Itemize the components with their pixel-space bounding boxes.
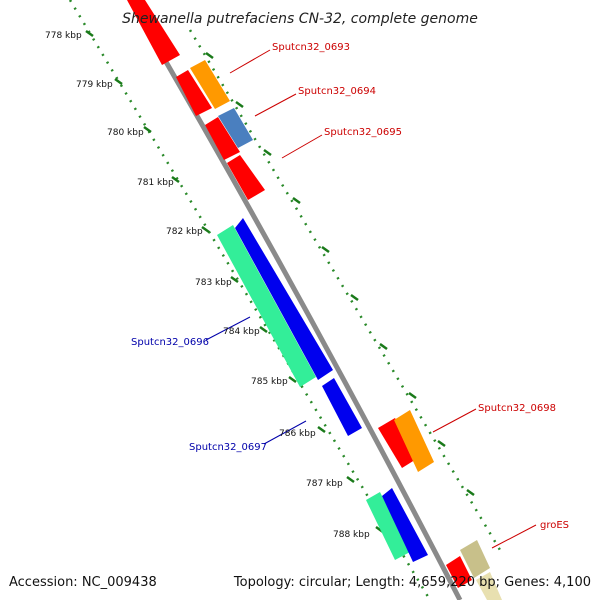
gene-labels: Sputcn32_0693 Sputcn32_0694 Sputcn32_069… (131, 42, 569, 531)
gene-red-feature[interactable] (446, 556, 472, 588)
tick-mark (205, 51, 214, 60)
outer-major-ticks (205, 51, 475, 497)
tick-mark (259, 325, 268, 334)
tick-label: 782 kbp (166, 227, 203, 237)
gene-label-sputcn32-0694[interactable]: Sputcn32_0694 (298, 86, 376, 97)
tick-labels: 778 kbp 779 kbp 780 kbp 781 kbp 782 kbp … (45, 31, 370, 540)
gene-blue-feature[interactable] (382, 488, 428, 562)
leader-line (263, 420, 307, 445)
gene-sputcn32-0696-feature[interactable] (217, 225, 316, 387)
gene-red-feature[interactable] (176, 70, 212, 116)
tick-label: 788 kbp (333, 530, 370, 540)
gene-label-groes[interactable]: groES (540, 520, 569, 531)
map-title: Shewanella putrefaciens CN-32, complete … (122, 11, 478, 27)
genome-summary: Topology: circular; Length: 4,659,220 bp… (233, 575, 591, 590)
tick-mark (321, 245, 330, 254)
tick-mark (466, 488, 475, 497)
tick-mark (317, 425, 326, 434)
gene-blue-feature[interactable] (322, 378, 362, 436)
gene-sputcn32-0695-feature[interactable] (218, 108, 253, 148)
tick-mark (292, 196, 301, 205)
tick-label: 780 kbp (107, 128, 144, 138)
gene-label-sputcn32-0698[interactable]: Sputcn32_0698 (478, 403, 556, 414)
gene-sputcn32-0698-feature[interactable] (378, 418, 418, 468)
tick-label: 786 kbp (279, 429, 316, 439)
tick-mark (171, 175, 180, 184)
gene-sputcn32-0694-feature[interactable] (190, 60, 230, 109)
leader-line (432, 408, 477, 433)
leader-line (229, 49, 271, 74)
accession-label: Accession: NC_009438 (9, 575, 157, 590)
reverse-genes (127, 0, 472, 588)
tick-mark (408, 391, 417, 400)
tick-mark (235, 100, 244, 109)
leader-line (205, 316, 251, 341)
leader-line (254, 93, 297, 117)
tick-label: 783 kbp (195, 278, 232, 288)
gene-label-sputcn32-0697[interactable]: Sputcn32_0697 (189, 442, 267, 453)
tick-mark (346, 475, 355, 484)
leader-lines (205, 49, 537, 549)
tick-mark (350, 293, 359, 302)
gene-sputcn32-0693-feature[interactable] (127, 0, 180, 65)
tick-label: 779 kbp (76, 80, 113, 90)
tick-label: 781 kbp (137, 178, 174, 188)
gene-red-feature[interactable] (227, 155, 265, 200)
tick-mark (201, 225, 210, 234)
tick-mark (263, 148, 272, 157)
genome-backbone (127, 0, 463, 600)
gene-grol-partial[interactable] (476, 572, 502, 600)
leader-line (491, 524, 537, 549)
tick-mark (143, 125, 152, 134)
gene-sputcn32-0698-partner[interactable] (394, 410, 434, 472)
gene-teal-feature[interactable] (366, 492, 410, 560)
gene-label-sputcn32-0695[interactable]: Sputcn32_0695 (324, 127, 402, 138)
forward-genes (190, 60, 502, 600)
leader-line (281, 134, 323, 159)
tick-mark (230, 275, 239, 284)
tick-label: 784 kbp (223, 327, 260, 337)
major-ticks (85, 29, 384, 534)
gene-label-sputcn32-0696[interactable]: Sputcn32_0696 (131, 337, 209, 348)
tick-mark (379, 342, 388, 351)
gene-sputcn32-0697-feature[interactable] (235, 218, 333, 380)
tick-label: 785 kbp (251, 377, 288, 387)
tick-mark (85, 29, 94, 38)
outer-tick-rail (188, 29, 502, 551)
tick-mark (114, 77, 123, 86)
tick-mark (288, 375, 297, 384)
tick-rails (68, 0, 502, 600)
tick-mark (437, 439, 446, 448)
gene-groes-feature[interactable] (460, 540, 490, 578)
tick-label: 778 kbp (45, 31, 82, 41)
gene-label-sputcn32-0693[interactable]: Sputcn32_0693 (272, 42, 350, 53)
gene-red-feature[interactable] (205, 117, 240, 160)
tick-label: 787 kbp (306, 479, 343, 489)
